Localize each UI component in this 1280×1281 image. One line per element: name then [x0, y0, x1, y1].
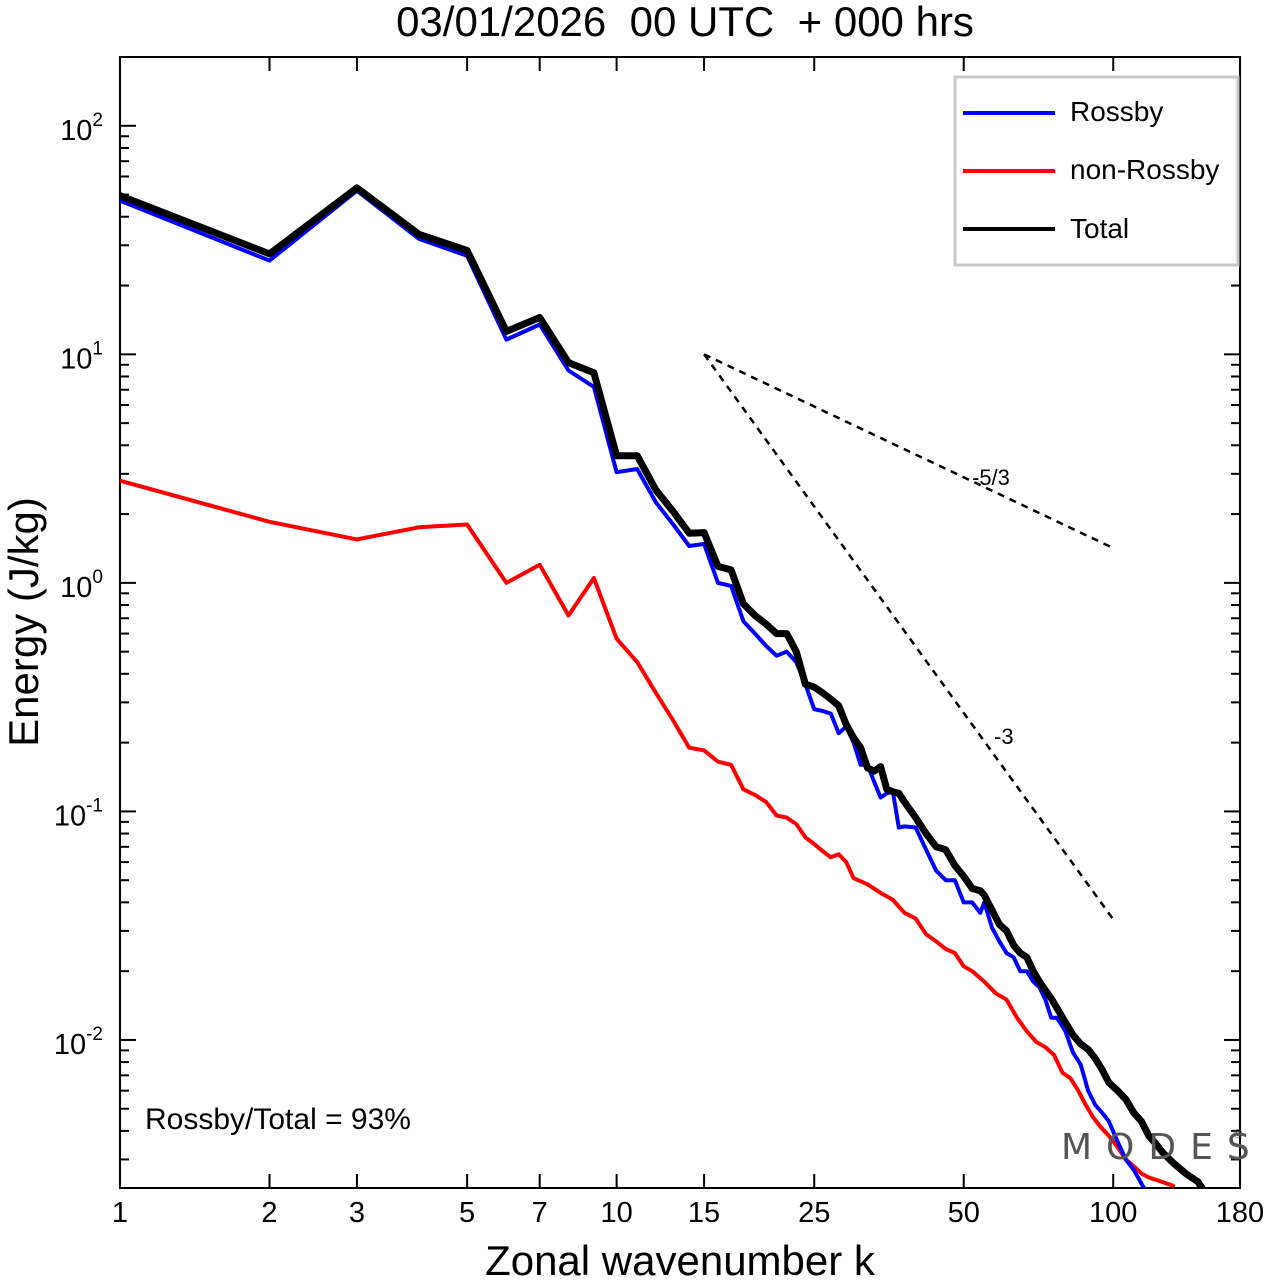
- y-tick-label--1: 10-1: [54, 795, 103, 832]
- slope-label-3: -3: [994, 724, 1014, 749]
- y-tick-label-2: 102: [60, 110, 103, 147]
- x-tick-labels: 1 2 3 5 7 10 15 25 50 100 180: [112, 1197, 1264, 1229]
- reference-slopes: [703, 353, 1115, 921]
- plot-frame: [119, 56, 1241, 1189]
- series-line-non-rossby: [120, 478, 1176, 1188]
- y-axis-label: Energy (J/kg): [0, 497, 47, 747]
- x-tick-label-10: 10: [600, 1197, 632, 1229]
- x-tick-label-7: 7: [532, 1197, 548, 1229]
- x-axis-label: Zonal wavenumber k: [485, 1237, 876, 1281]
- legend: Rossby non-Rossby Total: [953, 75, 1240, 267]
- watermark-copyright: ©: [1232, 1127, 1244, 1141]
- x-tick-label-5: 5: [459, 1197, 475, 1229]
- y-tick-labels: 102 101 100 10-1 10-2: [54, 110, 103, 1061]
- legend-label-rossby: Rossby: [1070, 96, 1163, 127]
- x-tick-label-100: 100: [1089, 1197, 1137, 1229]
- legend-label-total: Total: [1070, 213, 1129, 244]
- x-tick-label-25: 25: [798, 1197, 830, 1229]
- x-tick-label-1: 1: [112, 1197, 128, 1229]
- slope-label-5-3: -5/3: [972, 465, 1010, 490]
- x-tick-label-50: 50: [948, 1197, 980, 1229]
- legend-label-non-rossby: non-Rossby: [1070, 154, 1219, 185]
- x-tick-label-2: 2: [261, 1197, 277, 1229]
- reference-line-5-3: [703, 353, 1114, 550]
- y-tick-label-1: 101: [60, 338, 103, 375]
- modes-watermark: MODES ©: [1061, 1127, 1264, 1168]
- watermark-text: MODES: [1061, 1127, 1264, 1168]
- x-tick-label-180: 180: [1216, 1197, 1264, 1229]
- series-line-total: [120, 184, 1207, 1188]
- y-tick-label--2: 10-2: [54, 1024, 103, 1061]
- series-line-rossby: [120, 188, 1147, 1188]
- reference-line-3: [703, 353, 1115, 921]
- chart-title: 03/01/2026 00 UTC + 000 hrs: [396, 0, 974, 45]
- x-tick-label-3: 3: [349, 1197, 365, 1229]
- series-lines: [120, 184, 1207, 1188]
- y-tick-label-0: 100: [60, 567, 103, 604]
- x-tick-label-15: 15: [688, 1197, 720, 1229]
- rossby-ratio-annotation: Rossby/Total = 93%: [145, 1103, 411, 1136]
